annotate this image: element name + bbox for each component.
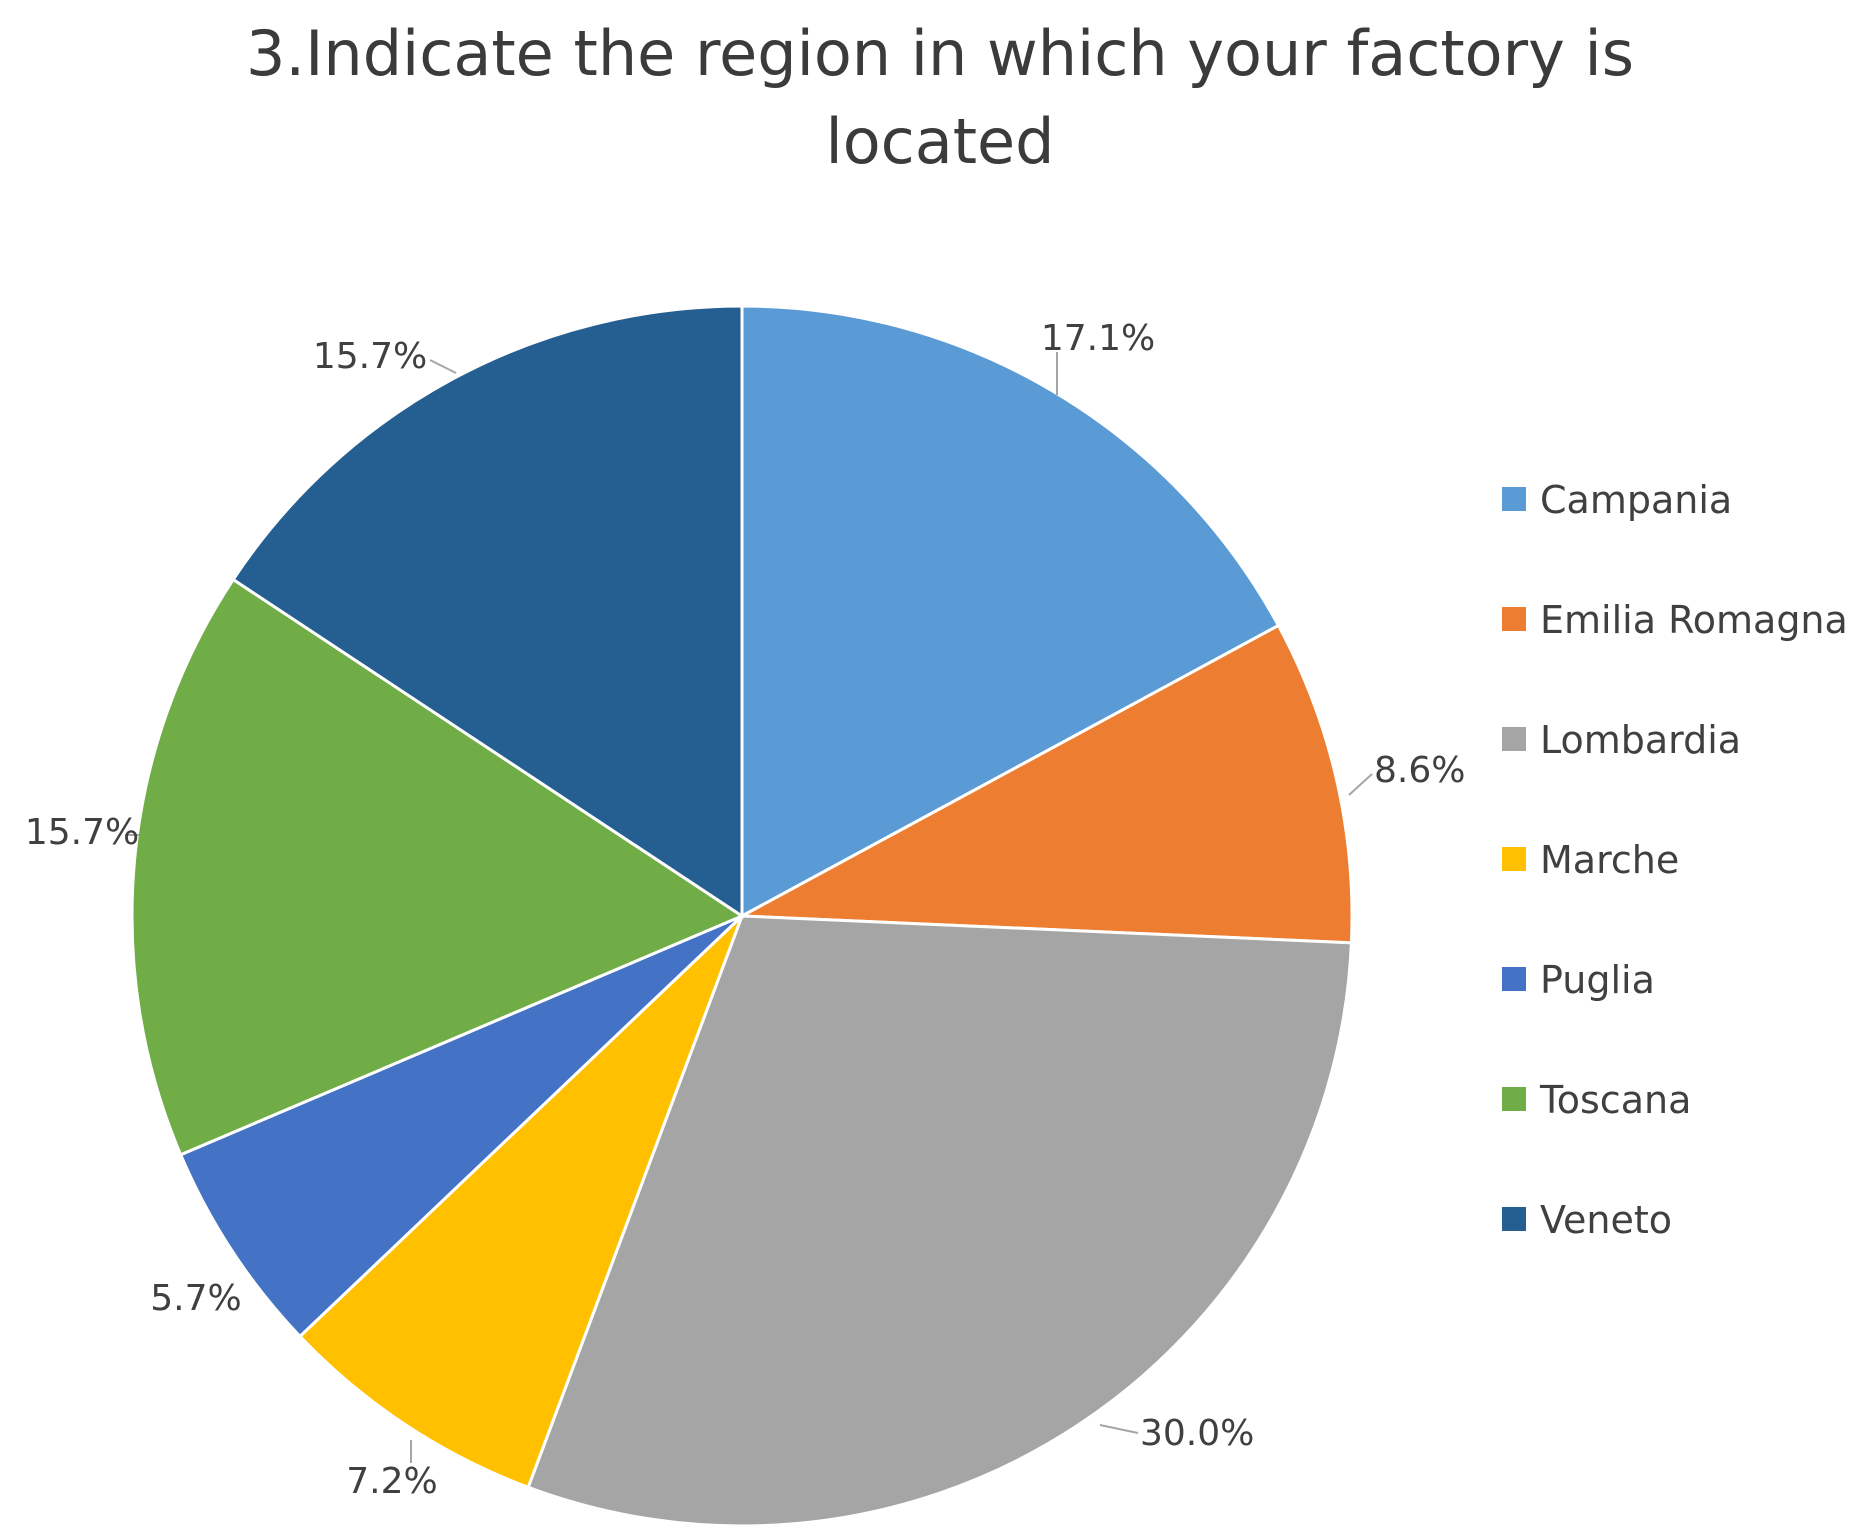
pie-slices: [130, 304, 1354, 1528]
legend-label-lombardia: Lombardia: [1540, 718, 1741, 762]
legend-swatch-lombardia: [1502, 727, 1526, 751]
legend-swatch-campania: [1502, 487, 1526, 511]
chart-title-line-1: 3.Indicate the region in which your fact…: [245, 17, 1635, 90]
data-label-lombardia: 30.0%: [1140, 1413, 1254, 1454]
leader-line-veneto: [429, 359, 457, 374]
legend-swatch-emilia-romagna: [1502, 607, 1526, 631]
pie-slice-marche: [297, 914, 744, 1490]
legend: Campania Emilia Romagna Lombardia Marche Pug…: [1502, 478, 1848, 1242]
leader-line-emilia-romagna: [1348, 773, 1373, 796]
pie-slice-campania: [740, 304, 1281, 919]
legend-label-emilia-romagna: Emilia Romagna: [1540, 598, 1848, 642]
leader-line-lombardia: [1099, 1424, 1139, 1434]
legend-swatch-marche: [1502, 847, 1526, 871]
data-label-campania: 17.1%: [1041, 318, 1155, 359]
data-label-veneto: 15.7%: [313, 336, 427, 377]
legend-swatch-toscana: [1502, 1087, 1526, 1111]
data-label-marche: 7.2%: [346, 1461, 437, 1502]
chart-title-line-2: located: [825, 105, 1055, 178]
pie-slice-emilia-romagna: [736, 623, 1354, 945]
data-label-emilia-romagna: 8.6%: [1374, 750, 1465, 791]
legend-swatch-veneto: [1502, 1207, 1526, 1231]
data-label-toscana: 15.7%: [25, 812, 139, 853]
pie-slice-toscana: [130, 577, 746, 1157]
leader-lines: [125, 352, 1373, 1463]
pie-slice-lombardia: [526, 914, 1353, 1528]
legend-label-puglia: Puglia: [1540, 958, 1655, 1002]
chart-title: 3.Indicate the region in which your fact…: [0, 10, 1852, 186]
legend-swatch-puglia: [1502, 967, 1526, 991]
legend-label-veneto: Veneto: [1540, 1198, 1672, 1242]
data-label-puglia: 5.7%: [150, 1278, 241, 1319]
legend-label-campania: Campania: [1540, 478, 1732, 522]
legend-label-marche: Marche: [1540, 838, 1679, 882]
legend-label-toscana: Toscana: [1539, 1078, 1691, 1122]
pie-slice-veneto: [231, 304, 744, 919]
data-labels: 17.1% 8.6% 30.0% 7.2% 5.7% 15.7% 15.7%: [25, 318, 1466, 1502]
pie-slice-puglia: [178, 914, 744, 1339]
